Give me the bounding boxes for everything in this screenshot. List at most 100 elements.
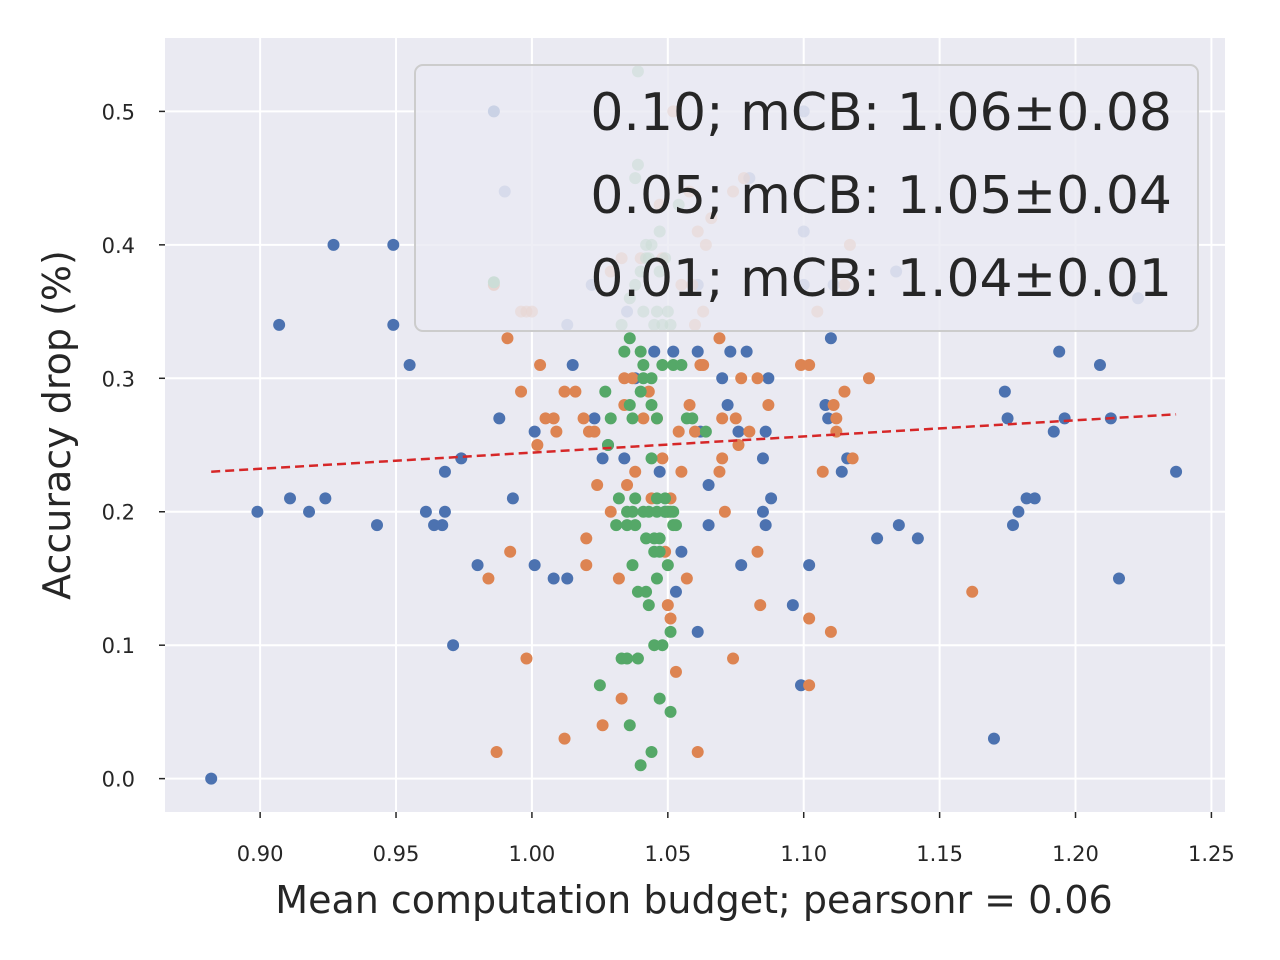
data-point: [724, 345, 737, 358]
data-point: [664, 625, 677, 638]
data-point: [656, 358, 669, 371]
data-point: [645, 398, 658, 411]
y-axis-ticks: 0.0 0.1 0.2 0.3 0.4 0.5: [102, 100, 165, 792]
data-point: [327, 238, 340, 251]
y-tick-label: 0.2: [102, 501, 135, 525]
data-point: [1053, 345, 1066, 358]
data-point: [716, 412, 729, 425]
data-point: [205, 772, 218, 785]
data-point: [626, 372, 639, 385]
data-point: [716, 372, 729, 385]
x-tick-label: 0.90: [237, 842, 284, 866]
data-point: [669, 519, 682, 532]
data-point: [830, 412, 843, 425]
data-point: [419, 505, 432, 518]
x-axis-ticks: 0.90 0.95 1.00 1.05 1.10 1.15 1.20 1.25: [237, 812, 1235, 866]
data-point: [493, 412, 506, 425]
data-point: [735, 559, 748, 572]
data-point: [634, 345, 647, 358]
data-point: [966, 585, 979, 598]
data-point: [824, 332, 837, 345]
data-point: [626, 505, 639, 518]
data-point: [534, 358, 547, 371]
data-point: [669, 665, 682, 678]
data-point: [683, 398, 696, 411]
data-point: [531, 439, 544, 452]
data-point: [713, 465, 726, 478]
data-point: [284, 492, 297, 505]
data-point: [593, 679, 606, 692]
data-point: [846, 452, 859, 465]
data-point: [610, 519, 623, 532]
data-point: [629, 465, 642, 478]
data-point: [615, 692, 628, 705]
data-point: [436, 519, 449, 532]
data-point: [835, 465, 848, 478]
data-point: [591, 479, 604, 492]
data-point: [664, 705, 677, 718]
data-point: [599, 385, 612, 398]
data-point: [824, 625, 837, 638]
data-point: [672, 425, 685, 438]
data-point: [691, 625, 704, 638]
data-point: [892, 519, 905, 532]
data-point: [751, 545, 764, 558]
data-point: [664, 612, 677, 625]
data-point: [759, 425, 772, 438]
data-point: [661, 599, 674, 612]
data-point: [838, 385, 851, 398]
data-point: [669, 585, 682, 598]
data-point: [697, 358, 710, 371]
data-point: [621, 479, 634, 492]
legend-entry-0.10: 0.10; mCB: 1.06±0.08: [590, 83, 1172, 143]
data-point: [740, 345, 753, 358]
data-point: [387, 238, 400, 251]
data-point: [648, 345, 661, 358]
data-point: [273, 318, 286, 331]
data-point: [455, 452, 468, 465]
data-point: [762, 398, 775, 411]
data-point: [618, 345, 631, 358]
data-point: [754, 599, 767, 612]
data-point: [1093, 358, 1106, 371]
data-point: [1007, 519, 1019, 532]
data-point: [621, 652, 634, 665]
data-point: [387, 318, 400, 331]
data-point: [251, 505, 264, 518]
data-point: [482, 572, 495, 585]
data-point: [596, 452, 609, 465]
data-point: [759, 519, 772, 532]
data-point: [618, 452, 631, 465]
data-point: [862, 372, 875, 385]
data-point: [547, 412, 560, 425]
data-point: [588, 412, 601, 425]
data-point: [987, 732, 1000, 745]
x-tick-label: 1.05: [644, 842, 691, 866]
data-point: [319, 492, 332, 505]
data-point: [631, 652, 644, 665]
data-point: [566, 358, 579, 371]
data-point: [713, 332, 726, 345]
data-point: [653, 545, 666, 558]
trend-line-group: [211, 413, 1177, 473]
data-point: [729, 412, 742, 425]
data-point: [558, 385, 571, 398]
data-point: [623, 332, 636, 345]
data-point: [612, 492, 625, 505]
data-point: [623, 398, 636, 411]
data-point: [1113, 572, 1125, 585]
data-point: [447, 639, 460, 652]
data-point: [762, 372, 775, 385]
data-point: [765, 492, 778, 505]
data-point: [702, 519, 715, 532]
data-point: [626, 412, 639, 425]
y-axis-label: Accuracy drop (%): [35, 250, 79, 600]
data-point: [528, 559, 541, 572]
data-point: [577, 412, 590, 425]
data-point: [547, 572, 560, 585]
data-point: [727, 652, 740, 665]
data-point: [803, 559, 816, 572]
data-point: [691, 345, 704, 358]
legend-frame: [414, 64, 1199, 332]
data-point: [653, 692, 666, 705]
